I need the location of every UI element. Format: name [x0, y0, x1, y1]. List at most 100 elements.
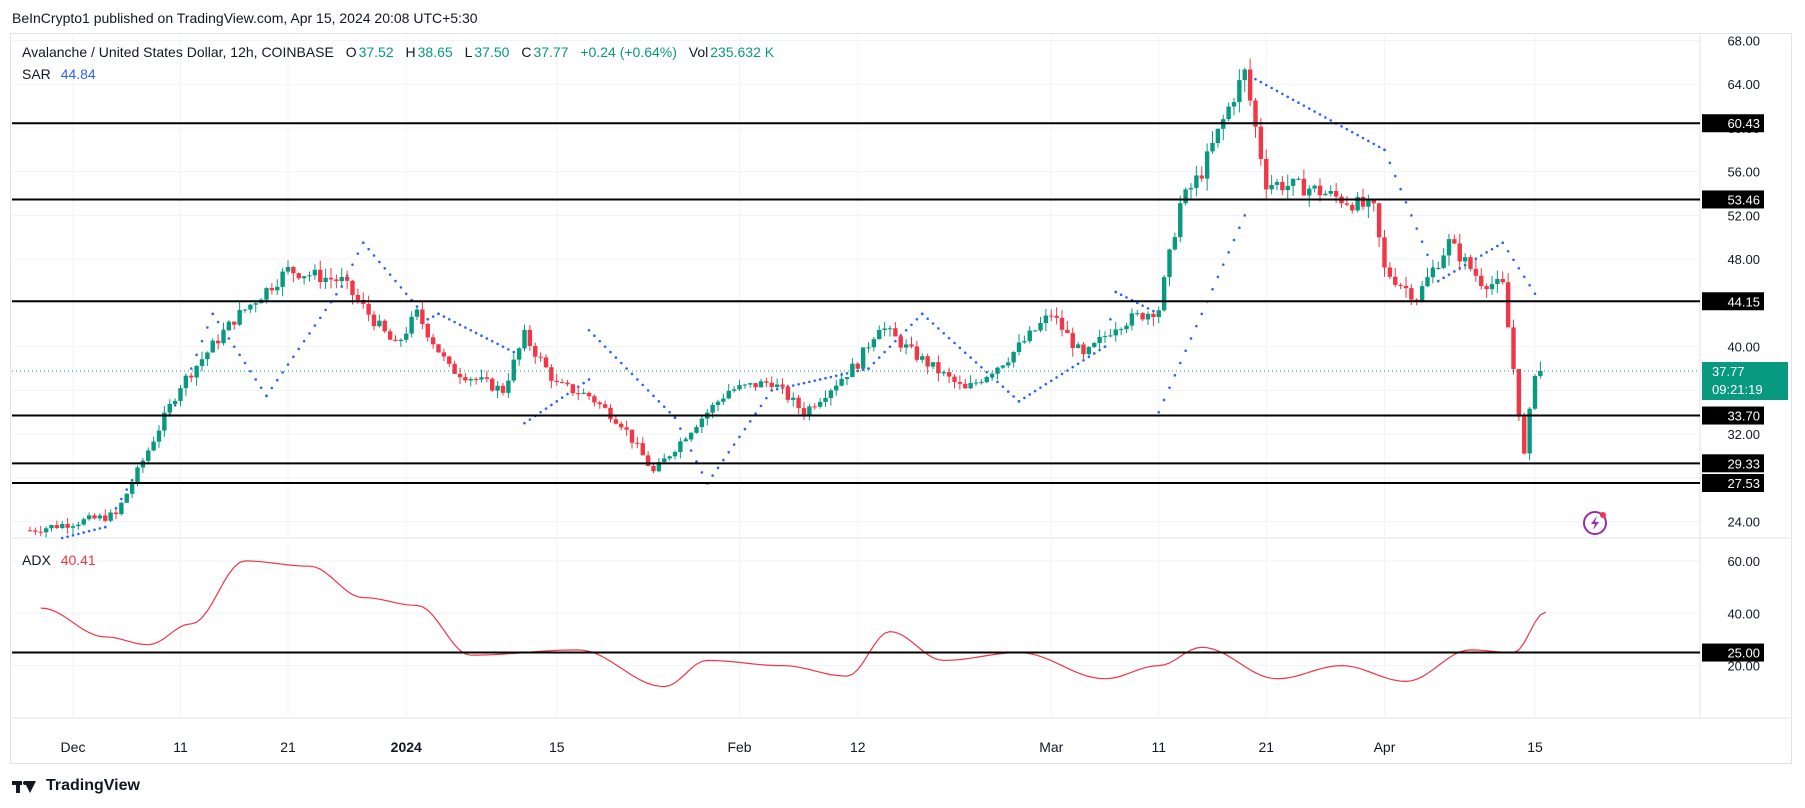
sar-dot	[818, 378, 822, 381]
candle-body	[586, 392, 592, 397]
candle-body	[1188, 187, 1194, 190]
level-tag-label: 60.43	[1727, 116, 1760, 131]
sar-dot	[845, 372, 849, 375]
candle-body	[1237, 80, 1242, 103]
sar-dot	[1006, 390, 1010, 393]
candle-body	[452, 363, 457, 374]
candle-body	[124, 493, 129, 503]
candle-body	[1204, 151, 1210, 179]
candle-body	[1172, 237, 1178, 250]
candle-body	[1516, 368, 1522, 417]
level-tag	[1702, 190, 1764, 209]
sar-dot	[1281, 92, 1284, 96]
candle-body	[1199, 175, 1204, 179]
candle-body	[307, 275, 312, 277]
candle-body	[1376, 203, 1382, 238]
candle-body	[887, 328, 893, 330]
candle-body	[1247, 69, 1253, 101]
sar-dot	[888, 345, 892, 348]
sar-dot	[356, 252, 360, 255]
sar-dot	[1453, 270, 1456, 273]
sar-dot	[732, 443, 736, 446]
candle-body	[866, 347, 871, 349]
price-tick-label: 40.00	[1727, 340, 1760, 355]
candle-body	[1473, 268, 1479, 276]
sar-dot	[894, 339, 897, 343]
candle-body	[737, 385, 742, 390]
candle-body	[76, 524, 81, 527]
sar-dot	[496, 342, 499, 346]
candle-body	[1371, 200, 1376, 204]
time-tick-label: 11	[1151, 739, 1166, 755]
candle-body	[291, 266, 296, 274]
candle-body	[1151, 313, 1156, 318]
sar-dot	[727, 451, 731, 454]
candle-body	[1145, 313, 1151, 320]
candle-body	[253, 303, 258, 305]
candle-body	[812, 406, 817, 408]
sar-dot	[1270, 86, 1273, 90]
sar-legend[interactable]: SAR 44.84	[22, 66, 96, 82]
sar-dot	[738, 435, 741, 439]
symbol-legend[interactable]: Avalanche / United States Dollar, 12h, C…	[22, 44, 776, 60]
candle-body	[1317, 185, 1323, 196]
level-tag-label: 29.33	[1727, 456, 1760, 471]
candle-body	[946, 372, 952, 377]
price-tick-label: 48.00	[1727, 252, 1760, 267]
sar-dot	[969, 356, 972, 359]
sar-dot	[103, 525, 107, 529]
candle-body	[538, 356, 543, 358]
level-tag	[1702, 454, 1764, 473]
candle-body	[791, 397, 796, 400]
sar-dot	[1442, 276, 1445, 280]
sar-dot	[372, 254, 376, 257]
candle-body	[366, 303, 371, 315]
time-tick-label: 15	[549, 739, 565, 755]
price-tick-label: 52.00	[1727, 208, 1760, 223]
candle-body	[1436, 267, 1441, 269]
time-tick-label: Apr	[1374, 739, 1396, 755]
time-tick-label: Feb	[727, 739, 751, 755]
candle-body	[683, 439, 688, 442]
candle-body	[850, 363, 855, 378]
sar-dot	[1055, 376, 1058, 379]
time-tick-label: 2024	[391, 739, 422, 755]
level-tag	[1702, 114, 1764, 133]
sar-dot	[829, 375, 833, 379]
high-label: H	[405, 44, 416, 60]
candle-body	[1167, 249, 1172, 278]
volume-label: Vol	[688, 44, 709, 60]
candle-body	[1452, 239, 1457, 244]
time-tick-label: 15	[1527, 739, 1543, 755]
candle-body	[495, 385, 500, 391]
price-tick-label: 64.00	[1727, 77, 1760, 92]
candle-body	[527, 329, 533, 346]
candle-body	[103, 515, 108, 521]
sar-dot	[1162, 398, 1166, 402]
sar-dot	[646, 389, 650, 392]
candle-body	[893, 328, 898, 337]
candle-body	[1210, 143, 1215, 152]
sar-dot	[550, 403, 553, 407]
close-value: 37.77	[533, 44, 569, 60]
sar-dot	[759, 404, 763, 408]
candle-body	[1425, 277, 1430, 287]
candle-body	[1054, 315, 1059, 318]
sar-dot	[1141, 304, 1144, 307]
grid-lines	[12, 35, 1790, 719]
price-tick-label: 32.00	[1727, 427, 1760, 442]
candle-body	[565, 382, 570, 385]
candle-body	[1323, 193, 1328, 196]
candle-body	[710, 404, 715, 413]
sar-dot	[910, 323, 913, 327]
sar-dot	[1356, 133, 1359, 137]
tradingview-brand[interactable]: TradingView	[12, 777, 140, 795]
level-tag	[1702, 473, 1764, 492]
sar-dot	[1313, 110, 1316, 113]
adx-legend[interactable]: ADX 40.41	[22, 552, 96, 568]
candle-body	[694, 427, 699, 433]
time-tick-label: Mar	[1039, 739, 1063, 755]
sar-dot	[1114, 290, 1118, 294]
open-label: O	[345, 44, 357, 60]
